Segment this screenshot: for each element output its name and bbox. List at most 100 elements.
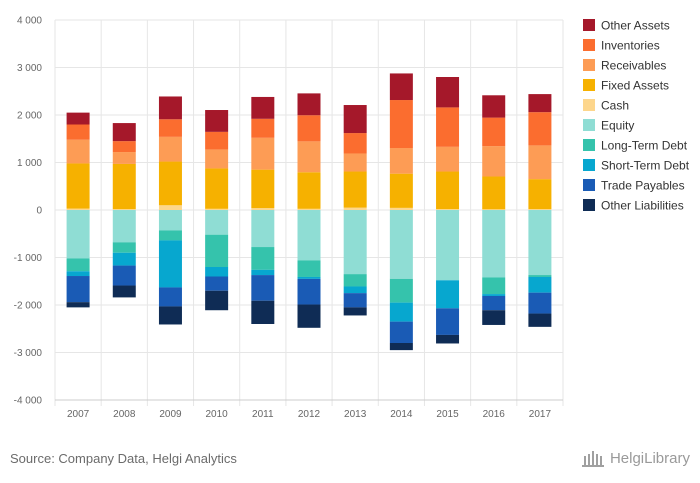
bar-trade-payables-2013 — [343, 293, 367, 308]
bar-short-term-debt-2012 — [297, 276, 321, 279]
bar-fixed-assets-2015 — [436, 171, 460, 210]
y-tick-label: -4 000 — [14, 396, 43, 407]
bar-other-assets-2016 — [482, 95, 506, 118]
bar-trade-payables-2012 — [297, 278, 321, 305]
bar-long-term-debt-2008 — [112, 242, 136, 253]
legend-swatch — [583, 39, 595, 51]
x-tick-label: 2013 — [344, 409, 367, 420]
bar-inventories-2016 — [482, 117, 506, 147]
legend-swatch — [583, 179, 595, 191]
bar-fixed-assets-2014 — [389, 173, 413, 208]
bar-other-assets-2011 — [251, 96, 275, 119]
bar-short-term-debt-2013 — [343, 286, 367, 294]
legend-swatch — [583, 199, 595, 211]
bar-trade-payables-2009 — [158, 287, 182, 307]
bar-inventories-2009 — [158, 119, 182, 137]
bar-fixed-assets-2008 — [112, 163, 136, 210]
bar-trade-payables-2011 — [251, 275, 275, 301]
bar-equity-2015 — [436, 210, 460, 281]
y-tick-label: -3 000 — [14, 348, 43, 359]
bar-cash-2017 — [528, 209, 552, 210]
stacked-bar-chart: 4 000 3 000 2 000 1 000 0 -1 000 -2 000 -3 000 -… — [14, 16, 690, 421]
logo-text: HelgiLibrary — [609, 449, 690, 467]
x-tick-label: 2010 — [206, 409, 229, 420]
bar-cash-2016 — [482, 209, 506, 210]
legend-label: Long-Term Debt — [601, 139, 688, 153]
bar-short-term-debt-2011 — [251, 269, 275, 276]
bar-cash-2007 — [66, 208, 90, 210]
bar-receivables-2015 — [436, 146, 460, 172]
bar-receivables-2010 — [205, 149, 229, 169]
bar-inventories-2015 — [436, 107, 460, 147]
bar-equity-2009 — [158, 210, 182, 231]
x-tick-label: 2012 — [298, 409, 321, 420]
x-tick-label: 2009 — [159, 409, 182, 420]
bar-trade-payables-2007 — [66, 276, 90, 303]
bar-equity-2017 — [528, 210, 552, 276]
bar-long-term-debt-2010 — [205, 234, 229, 267]
bar-equity-2013 — [343, 210, 367, 275]
bar-equity-2007 — [66, 210, 90, 259]
bar-trade-payables-2017 — [528, 292, 552, 314]
bar-other-liabilities-2009 — [158, 306, 182, 325]
bar-long-term-debt-2011 — [251, 247, 275, 270]
bar-long-term-debt-2012 — [297, 260, 321, 277]
bar-short-term-debt-2016 — [482, 294, 506, 296]
bar-other-assets-2013 — [343, 105, 367, 134]
source-note: Source: Company Data, Helgi Analytics — [10, 451, 237, 466]
helgi-library-logo: HelgiLibrary — [581, 448, 690, 468]
y-tick-label: -2 000 — [14, 301, 43, 312]
x-tick-label: 2015 — [436, 409, 459, 420]
bar-other-liabilities-2016 — [482, 310, 506, 325]
bar-receivables-2009 — [158, 136, 182, 162]
legend-label: Cash — [601, 99, 629, 113]
bar-fixed-assets-2017 — [528, 179, 552, 210]
y-tick-label: 1 000 — [17, 158, 42, 169]
bar-other-assets-2010 — [205, 110, 229, 132]
x-tick-label: 2014 — [390, 409, 413, 420]
bar-other-assets-2009 — [158, 96, 182, 120]
legend-label: Fixed Assets — [601, 79, 669, 93]
bar-other-liabilities-2012 — [297, 304, 321, 328]
bar-other-assets-2015 — [436, 77, 460, 108]
bar-fixed-assets-2010 — [205, 168, 229, 209]
y-tick-label: 0 — [36, 206, 42, 217]
bar-receivables-2013 — [343, 153, 367, 172]
bar-long-term-debt-2016 — [482, 277, 506, 295]
bar-inventories-2011 — [251, 118, 275, 138]
legend-label: Short-Term Debt — [601, 159, 690, 173]
bar-cash-2009 — [158, 205, 182, 210]
bar-other-liabilities-2010 — [205, 290, 229, 311]
bar-long-term-debt-2017 — [528, 275, 552, 277]
bar-fixed-assets-2007 — [66, 163, 90, 209]
bar-receivables-2014 — [389, 148, 413, 174]
bar-trade-payables-2014 — [389, 321, 413, 343]
bar-inventories-2007 — [66, 124, 90, 140]
legend-swatch — [583, 59, 595, 71]
bar-short-term-debt-2010 — [205, 267, 229, 277]
legend-swatch — [583, 119, 595, 131]
bar-cash-2012 — [297, 208, 321, 210]
bar-other-liabilities-2011 — [251, 300, 275, 324]
bar-other-liabilities-2017 — [528, 313, 552, 327]
bar-fixed-assets-2012 — [297, 172, 321, 209]
y-tick-label: -1 000 — [14, 253, 43, 264]
bar-short-term-debt-2007 — [66, 271, 90, 277]
bar-equity-2010 — [205, 210, 229, 235]
legend-swatch — [583, 79, 595, 91]
bar-equity-2014 — [389, 210, 413, 279]
bar-inventories-2013 — [343, 133, 367, 154]
bar-receivables-2008 — [112, 152, 136, 164]
bar-other-assets-2017 — [528, 94, 552, 113]
bar-other-liabilities-2014 — [389, 343, 413, 351]
legend-swatch — [583, 139, 595, 151]
bar-cash-2015 — [436, 209, 460, 210]
bar-equity-2016 — [482, 210, 506, 278]
x-tick-label: 2016 — [483, 409, 506, 420]
x-tick-label: 2011 — [252, 409, 274, 420]
bar-inventories-2010 — [205, 131, 229, 150]
bar-trade-payables-2010 — [205, 276, 229, 291]
bar-receivables-2016 — [482, 146, 506, 177]
bar-cash-2010 — [205, 208, 229, 210]
bar-inventories-2008 — [112, 141, 136, 153]
